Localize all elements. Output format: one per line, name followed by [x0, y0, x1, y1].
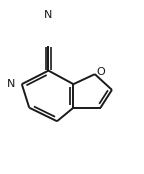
Text: N: N	[7, 79, 15, 89]
Text: O: O	[96, 67, 105, 77]
Text: N: N	[44, 10, 53, 20]
